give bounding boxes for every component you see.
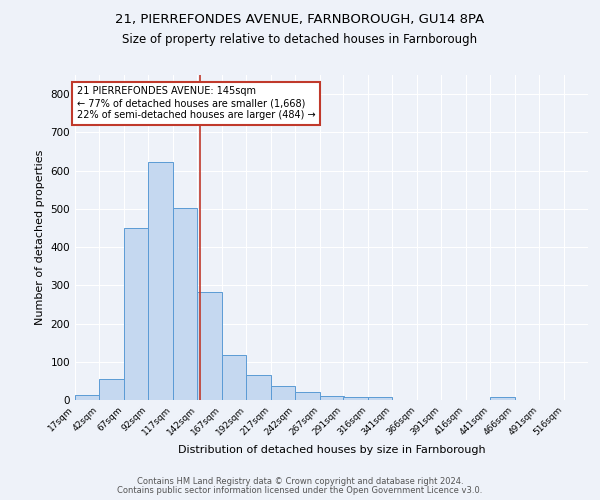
Bar (222, 356, 247, 400)
Text: Contains HM Land Registry data © Crown copyright and database right 2024.: Contains HM Land Registry data © Crown c… (137, 477, 463, 486)
Bar (320, 396, 344, 400)
Bar (490, 397, 515, 400)
Bar (197, 292, 222, 400)
Text: Size of property relative to detached houses in Farnborough: Size of property relative to detached ho… (122, 32, 478, 46)
Bar (124, 228, 148, 400)
Bar (295, 392, 320, 400)
X-axis label: Distribution of detached houses by size in Farnborough: Distribution of detached houses by size … (178, 446, 485, 456)
Y-axis label: Number of detached properties: Number of detached properties (35, 150, 45, 325)
Bar (271, 386, 295, 400)
Bar (368, 397, 392, 400)
Text: 21, PIERREFONDES AVENUE, FARNBOROUGH, GU14 8PA: 21, PIERREFONDES AVENUE, FARNBOROUGH, GU… (115, 12, 485, 26)
Text: Contains public sector information licensed under the Open Government Licence v3: Contains public sector information licen… (118, 486, 482, 495)
Bar (343, 397, 368, 400)
Bar (247, 375, 271, 400)
Bar (100, 379, 124, 400)
Text: 21 PIERREFONDES AVENUE: 145sqm
← 77% of detached houses are smaller (1,668)
22% : 21 PIERREFONDES AVENUE: 145sqm ← 77% of … (77, 86, 316, 120)
Bar (173, 208, 197, 400)
Bar (75, 396, 100, 400)
Bar (148, 162, 173, 400)
